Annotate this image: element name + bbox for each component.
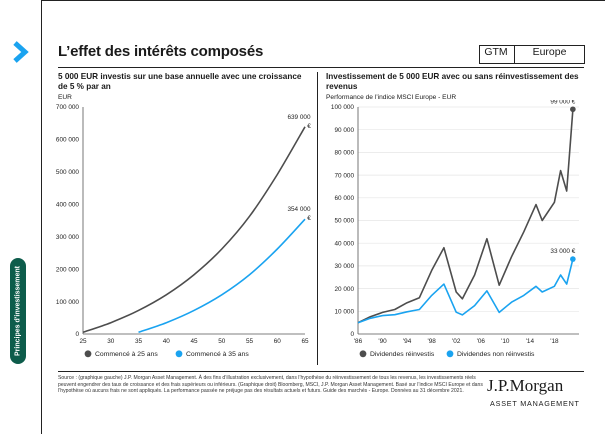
right-chart-subtitle: Performance de l’indice MSCI Europe - EU… [326,94,457,101]
x-tick-label: 40 [163,338,171,345]
series-end-marker-1 [570,106,576,113]
series-end-label: 354 000 [287,206,311,213]
y-tick-label: 80 000 [334,150,354,157]
x-tick-label: 55 [246,338,254,345]
x-tick-label: 50 [218,338,226,345]
series-end-label: € [307,123,311,130]
series-end-label: € [307,215,311,222]
y-tick-label: 300 000 [56,234,80,241]
y-tick-label: 70 000 [334,172,354,179]
legend-label-1: Commencé à 25 ans [95,351,158,358]
left-line-chart: 0 100 000 200 000 300 000 400 000 500 000 600 … [56,104,311,358]
x-tick-label: '06 [477,338,486,345]
series-line-2 [357,258,574,324]
gtm-badge [479,45,585,64]
x-tick-label: 60 [274,338,282,345]
header-rule [58,67,584,68]
brand-subtitle: ASSET MANAGEMENT [490,399,580,408]
y-tick-label: 30 000 [334,263,354,270]
series-end-marker-2 [570,256,576,262]
brand-logo: J.P.Morgan [487,376,564,395]
source-note: Source : (graphique gauche) J.P. Morgan … [58,375,483,395]
y-tick-label: 40 000 [334,240,354,247]
side-tab [10,258,26,364]
y-tick-label: 600 000 [56,137,80,144]
x-tick-label: '90 [378,338,387,345]
series-end-label: 33 000 € [550,248,575,255]
legend-label-1: Dividendes réinvestis [370,351,435,358]
gtm-badge-region: Europe [532,46,567,58]
y-tick-label: 10 000 [334,309,354,316]
legend-label-2: Dividendes non réinvestis [457,351,535,358]
y-tick-label: 50 000 [334,218,354,225]
left-chart-unit: EUR [58,94,72,101]
y-tick-label: 700 000 [56,104,80,111]
x-tick-label: '14 [526,338,535,345]
series-end-label: 99 000 € [550,100,575,105]
legend-marker-1 [84,350,92,358]
legend-label-2: Commencé à 35 ans [186,351,249,358]
y-tick-label: 100 000 [56,299,80,306]
x-tick-label: 65 [301,338,309,345]
y-tick-label: 20 000 [334,286,354,293]
x-tick-label: '94 [403,338,412,345]
footer-rule [58,371,584,372]
right-chart-title: Investissement de 5 000 EUR avec ou sans… [326,72,579,91]
series-line-2 [138,218,306,334]
y-tick-label: 0 [75,331,79,338]
series-end-label: 639 000 [287,114,311,121]
y-tick-label: 60 000 [334,195,354,202]
x-tick-label: 35 [135,338,143,345]
frame-top-border [41,0,605,1]
y-tick-label: 90 000 [334,127,354,134]
x-tick-label: '02 [452,338,461,345]
series-line-1 [82,126,306,334]
x-tick-label: '10 [501,338,510,345]
legend-marker-1 [359,350,367,358]
chevron-right-icon [13,41,29,63]
x-tick-label: 30 [107,338,115,345]
legend-marker-2 [446,350,454,358]
y-tick-label: 100 000 [331,104,355,111]
panel-divider [317,72,318,365]
series-line-1 [357,109,574,324]
y-tick-label: 0 [350,331,354,338]
x-tick-label: 25 [79,338,87,345]
left-chart-title: 5 000 EUR investis sur une base annuelle… [58,72,302,91]
y-tick-label: 400 000 [56,201,80,208]
side-tab-label: Principes d'investissement [14,266,22,356]
x-tick-label: '86 [354,338,363,345]
y-tick-label: 200 000 [56,266,80,273]
x-tick-label: '18 [550,338,559,345]
right-line-chart: 0 10 000 20 000 30 000 40 000 50 000 60 000 70 … [331,100,579,358]
legend-marker-2 [175,350,183,358]
page-title: L’effet des intérêts composés [58,43,264,60]
gtm-badge-label: GTM [484,46,508,58]
x-tick-label: '98 [427,338,436,345]
frame-left-border [41,0,42,434]
gtm-badge-divider [514,45,515,64]
y-tick-label: 500 000 [56,169,80,176]
x-tick-label: 45 [190,338,198,345]
